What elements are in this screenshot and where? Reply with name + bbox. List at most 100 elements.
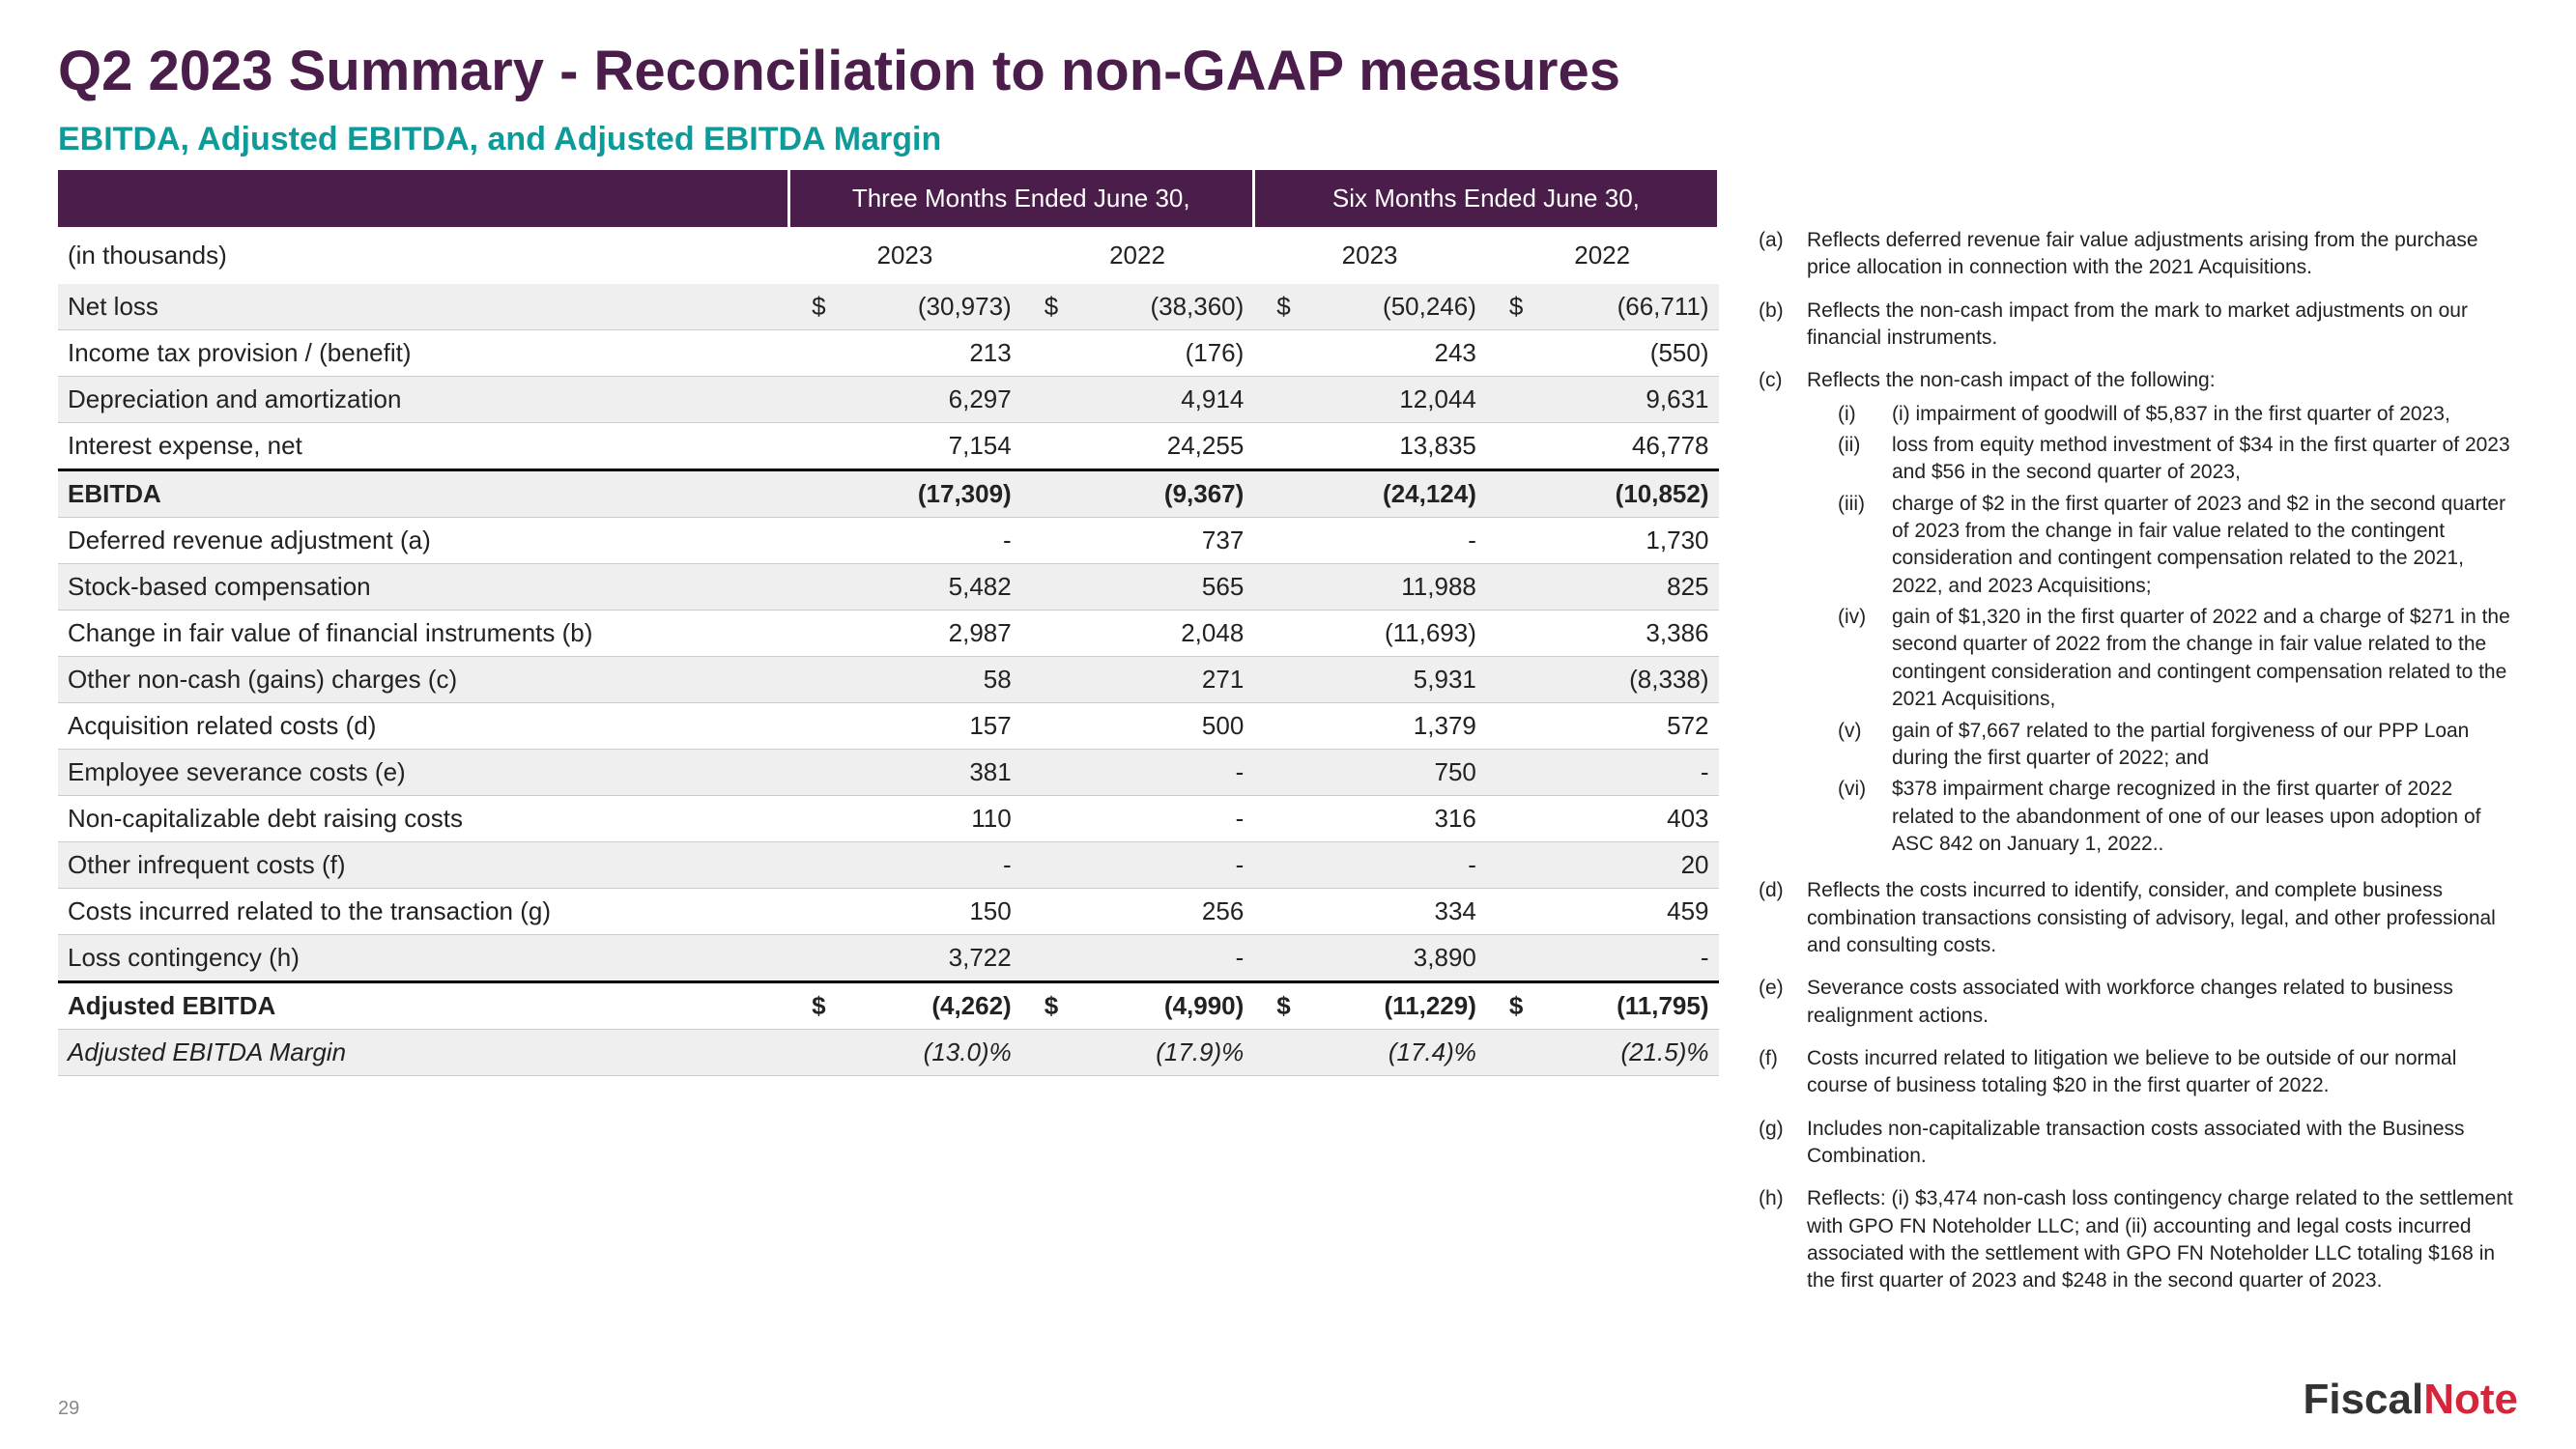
cell-value: 403 [1486, 796, 1719, 842]
footnote-subitem: (v)gain of $7,667 related to the partial… [1807, 718, 2518, 773]
cell-value: (21.5)% [1486, 1030, 1719, 1076]
cell-value: 213 [788, 330, 1021, 377]
table-row: Adjusted EBITDA$(4,262)$(4,990)$(11,229)… [58, 982, 1719, 1030]
cell-value: $(30,973) [788, 284, 1021, 330]
footnote-key: (f) [1759, 1045, 1807, 1100]
cell-value: 5,482 [788, 564, 1021, 611]
cell-value: 20 [1486, 842, 1719, 889]
cell-value: (17.4)% [1253, 1030, 1486, 1076]
footnote: (c)Reflects the non-cash impact of the f… [1759, 367, 2518, 862]
table-row: Income tax provision / (benefit)213(176)… [58, 330, 1719, 377]
footnotes: (a)Reflects deferred revenue fair value … [1759, 227, 2518, 1295]
cell-value: - [1021, 750, 1254, 796]
footnote-key: (g) [1759, 1116, 1807, 1171]
cell-value: $(4,990) [1021, 982, 1254, 1030]
cell-value: 46,778 [1486, 423, 1719, 470]
footnote: (b)Reflects the non-cash impact from the… [1759, 298, 2518, 353]
cell-value: 271 [1021, 657, 1254, 703]
row-label: Acquisition related costs (d) [58, 703, 788, 750]
row-label: Stock-based compensation [58, 564, 788, 611]
period-6m: Six Months Ended June 30, [1253, 170, 1718, 227]
year-2023-6m: 2023 [1253, 227, 1486, 284]
cell-value: 12,044 [1253, 377, 1486, 423]
cell-value: 737 [1021, 518, 1254, 564]
table-row: Interest expense, net7,15424,25513,83546… [58, 423, 1719, 470]
cell-value: 9,631 [1486, 377, 1719, 423]
cell-value: 572 [1486, 703, 1719, 750]
cell-value: (10,852) [1486, 470, 1719, 518]
cell-value: 3,386 [1486, 611, 1719, 657]
footnote: (f)Costs incurred related to litigation … [1759, 1045, 2518, 1100]
footnote-text: Includes non-capitalizable transaction c… [1807, 1116, 2518, 1171]
cell-value: $(11,795) [1486, 982, 1719, 1030]
year-2022-6m: 2022 [1486, 227, 1719, 284]
cell-value: - [1486, 750, 1719, 796]
table-row: Employee severance costs (e)381-750- [58, 750, 1719, 796]
cell-value: (17.9)% [1021, 1030, 1254, 1076]
unit-label: (in thousands) [58, 227, 788, 284]
footnote-subitem: (ii)loss from equity method investment o… [1807, 432, 2518, 487]
cell-value: $(38,360) [1021, 284, 1254, 330]
table-row: Depreciation and amortization6,2974,9141… [58, 377, 1719, 423]
cell-value: (24,124) [1253, 470, 1486, 518]
table-row: Acquisition related costs (d)1575001,379… [58, 703, 1719, 750]
cell-value: - [1486, 935, 1719, 982]
row-label: Adjusted EBITDA [58, 982, 788, 1030]
cell-value: 825 [1486, 564, 1719, 611]
footnote-key: (a) [1759, 227, 1807, 282]
footnote: (a)Reflects deferred revenue fair value … [1759, 227, 2518, 282]
row-label: Income tax provision / (benefit) [58, 330, 788, 377]
row-label: Costs incurred related to the transactio… [58, 889, 788, 935]
footnote-subitem: (vi)$378 impairment charge recognized in… [1807, 776, 2518, 858]
row-label: EBITDA [58, 470, 788, 518]
table-row: Stock-based compensation5,48256511,98882… [58, 564, 1719, 611]
cell-value: 381 [788, 750, 1021, 796]
footnote-subitem: (iv)gain of $1,320 in the first quarter … [1807, 604, 2518, 713]
table-row: Deferred revenue adjustment (a)-737-1,73… [58, 518, 1719, 564]
table-row: Change in fair value of financial instru… [58, 611, 1719, 657]
footnote-key: (c) [1759, 367, 1807, 862]
page-number: 29 [58, 1398, 79, 1420]
cell-value: 316 [1253, 796, 1486, 842]
footnote: (d)Reflects the costs incurred to identi… [1759, 877, 2518, 959]
cell-value: 11,988 [1253, 564, 1486, 611]
footnote-key: (e) [1759, 975, 1807, 1030]
table-row: Costs incurred related to the transactio… [58, 889, 1719, 935]
cell-value: (8,338) [1486, 657, 1719, 703]
cell-value: 13,835 [1253, 423, 1486, 470]
footnote-key: (d) [1759, 877, 1807, 959]
footnote-text: Reflects the costs incurred to identify,… [1807, 877, 2518, 959]
cell-value: 243 [1253, 330, 1486, 377]
subtitle: EBITDA, Adjusted EBITDA, and Adjusted EB… [58, 121, 1720, 158]
cell-value: 3,890 [1253, 935, 1486, 982]
row-label: Change in fair value of financial instru… [58, 611, 788, 657]
year-2023-3m: 2023 [788, 227, 1021, 284]
footnote-key: (b) [1759, 298, 1807, 353]
footnote-subitem: (iii)charge of $2 in the first quarter o… [1807, 491, 2518, 600]
cell-value: 750 [1253, 750, 1486, 796]
footnote: (g)Includes non-capitalizable transactio… [1759, 1116, 2518, 1171]
cell-value: - [1253, 518, 1486, 564]
cell-value: - [1253, 842, 1486, 889]
cell-value: 3,722 [788, 935, 1021, 982]
cell-value: 2,987 [788, 611, 1021, 657]
cell-value: 4,914 [1021, 377, 1254, 423]
cell-value: - [788, 518, 1021, 564]
row-label: Employee severance costs (e) [58, 750, 788, 796]
footnote-key: (h) [1759, 1185, 1807, 1294]
cell-value: 500 [1021, 703, 1254, 750]
row-label: Adjusted EBITDA Margin [58, 1030, 788, 1076]
footnote-subitem: (i)(i) impairment of goodwill of $5,837 … [1807, 401, 2518, 428]
row-label: Net loss [58, 284, 788, 330]
col-blank [58, 170, 788, 227]
cell-value: 24,255 [1021, 423, 1254, 470]
row-label: Interest expense, net [58, 423, 788, 470]
cell-value: 58 [788, 657, 1021, 703]
footnote: (e)Severance costs associated with workf… [1759, 975, 2518, 1030]
footnote: (h)Reflects: (i) $3,474 non-cash loss co… [1759, 1185, 2518, 1294]
table-row: Other non-cash (gains) charges (c)582715… [58, 657, 1719, 703]
reconciliation-table: Three Months Ended June 30, Six Months E… [58, 170, 1720, 1076]
cell-value: $(66,711) [1486, 284, 1719, 330]
page-title: Q2 2023 Summary - Reconciliation to non-… [58, 39, 2518, 103]
cell-value: - [1021, 935, 1254, 982]
